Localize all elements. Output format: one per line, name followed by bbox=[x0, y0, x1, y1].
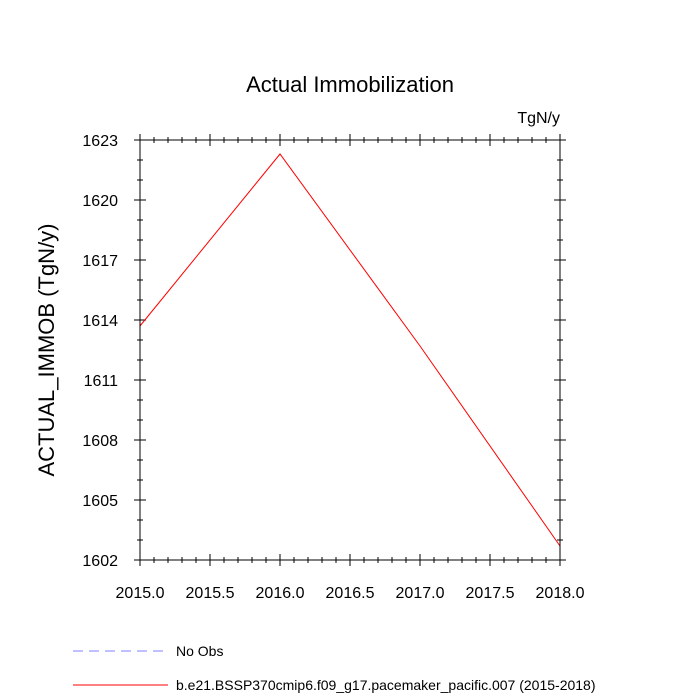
legend: No Obs b.e21.BSSP370cmip6.f09_g17.pacemak… bbox=[73, 643, 596, 693]
legend-label: No Obs bbox=[176, 643, 223, 659]
y-tick-label: 1617 bbox=[82, 253, 118, 270]
x-tick-label: 2015.0 bbox=[116, 585, 165, 602]
tick-labels: 2015.0 2015.5 2016.0 2016.5 2017.0 2017.5 2018… bbox=[82, 133, 584, 602]
y-tick-label: 1611 bbox=[84, 373, 119, 390]
x-tick-label: 2016.5 bbox=[326, 585, 375, 602]
axis-ticks bbox=[134, 134, 566, 566]
x-tick-label: 2015.5 bbox=[186, 585, 235, 602]
chart-title: Actual Immobilization bbox=[246, 72, 454, 97]
series-line bbox=[139, 153, 561, 547]
y-tick-label: 1620 bbox=[82, 193, 118, 210]
y-axis-label: ACTUAL_IMMOB (TgN/y) bbox=[34, 223, 59, 476]
x-tick-label: 2016.0 bbox=[256, 585, 305, 602]
y-tick-label: 1623 bbox=[82, 133, 118, 150]
x-tick-label: 2018.0 bbox=[536, 585, 585, 602]
y-tick-label: 1605 bbox=[82, 493, 118, 510]
x-tick-label: 2017.0 bbox=[396, 585, 445, 602]
units-label: TgN/y bbox=[517, 110, 560, 127]
y-tick-label: 1614 bbox=[82, 313, 118, 330]
legend-label: b.e21.BSSP370cmip6.f09_g17.pacemaker_pac… bbox=[176, 677, 596, 693]
plot-frame bbox=[139, 139, 561, 561]
y-tick-label: 1608 bbox=[82, 433, 118, 450]
x-tick-label: 2017.5 bbox=[466, 585, 515, 602]
y-tick-label: 1602 bbox=[82, 553, 118, 570]
series-layer bbox=[139, 153, 561, 547]
